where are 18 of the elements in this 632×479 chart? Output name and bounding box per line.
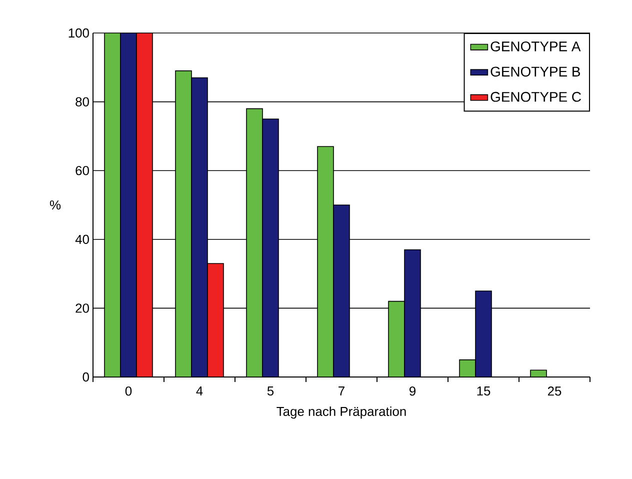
- y-tick-label: 100: [68, 28, 89, 38]
- legend-label: GENOTYPE A: [490, 41, 581, 52]
- x-tick-label: 0: [125, 386, 132, 396]
- x-tick-label: 4: [196, 386, 203, 396]
- x-tick-label: 25: [548, 386, 562, 396]
- y-axis-title: %: [50, 200, 61, 210]
- y-tick-label: 20: [76, 304, 89, 313]
- x-tick-label: 7: [338, 386, 344, 396]
- y-tick-label: 80: [76, 97, 89, 106]
- y-tick-label: 40: [75, 234, 89, 244]
- x-tick-label: 5: [267, 386, 274, 396]
- x-tick-label: 15: [477, 386, 490, 396]
- x-tick-label: 9: [410, 386, 416, 396]
- y-tick-label: 60: [76, 166, 89, 176]
- y-tick-label: 0: [82, 372, 89, 382]
- legend-label: GENOTYPE C: [490, 92, 581, 102]
- x-axis-title: Tage nach Präparation: [276, 406, 406, 419]
- legend-label: GENOTYPE B: [490, 66, 580, 77]
